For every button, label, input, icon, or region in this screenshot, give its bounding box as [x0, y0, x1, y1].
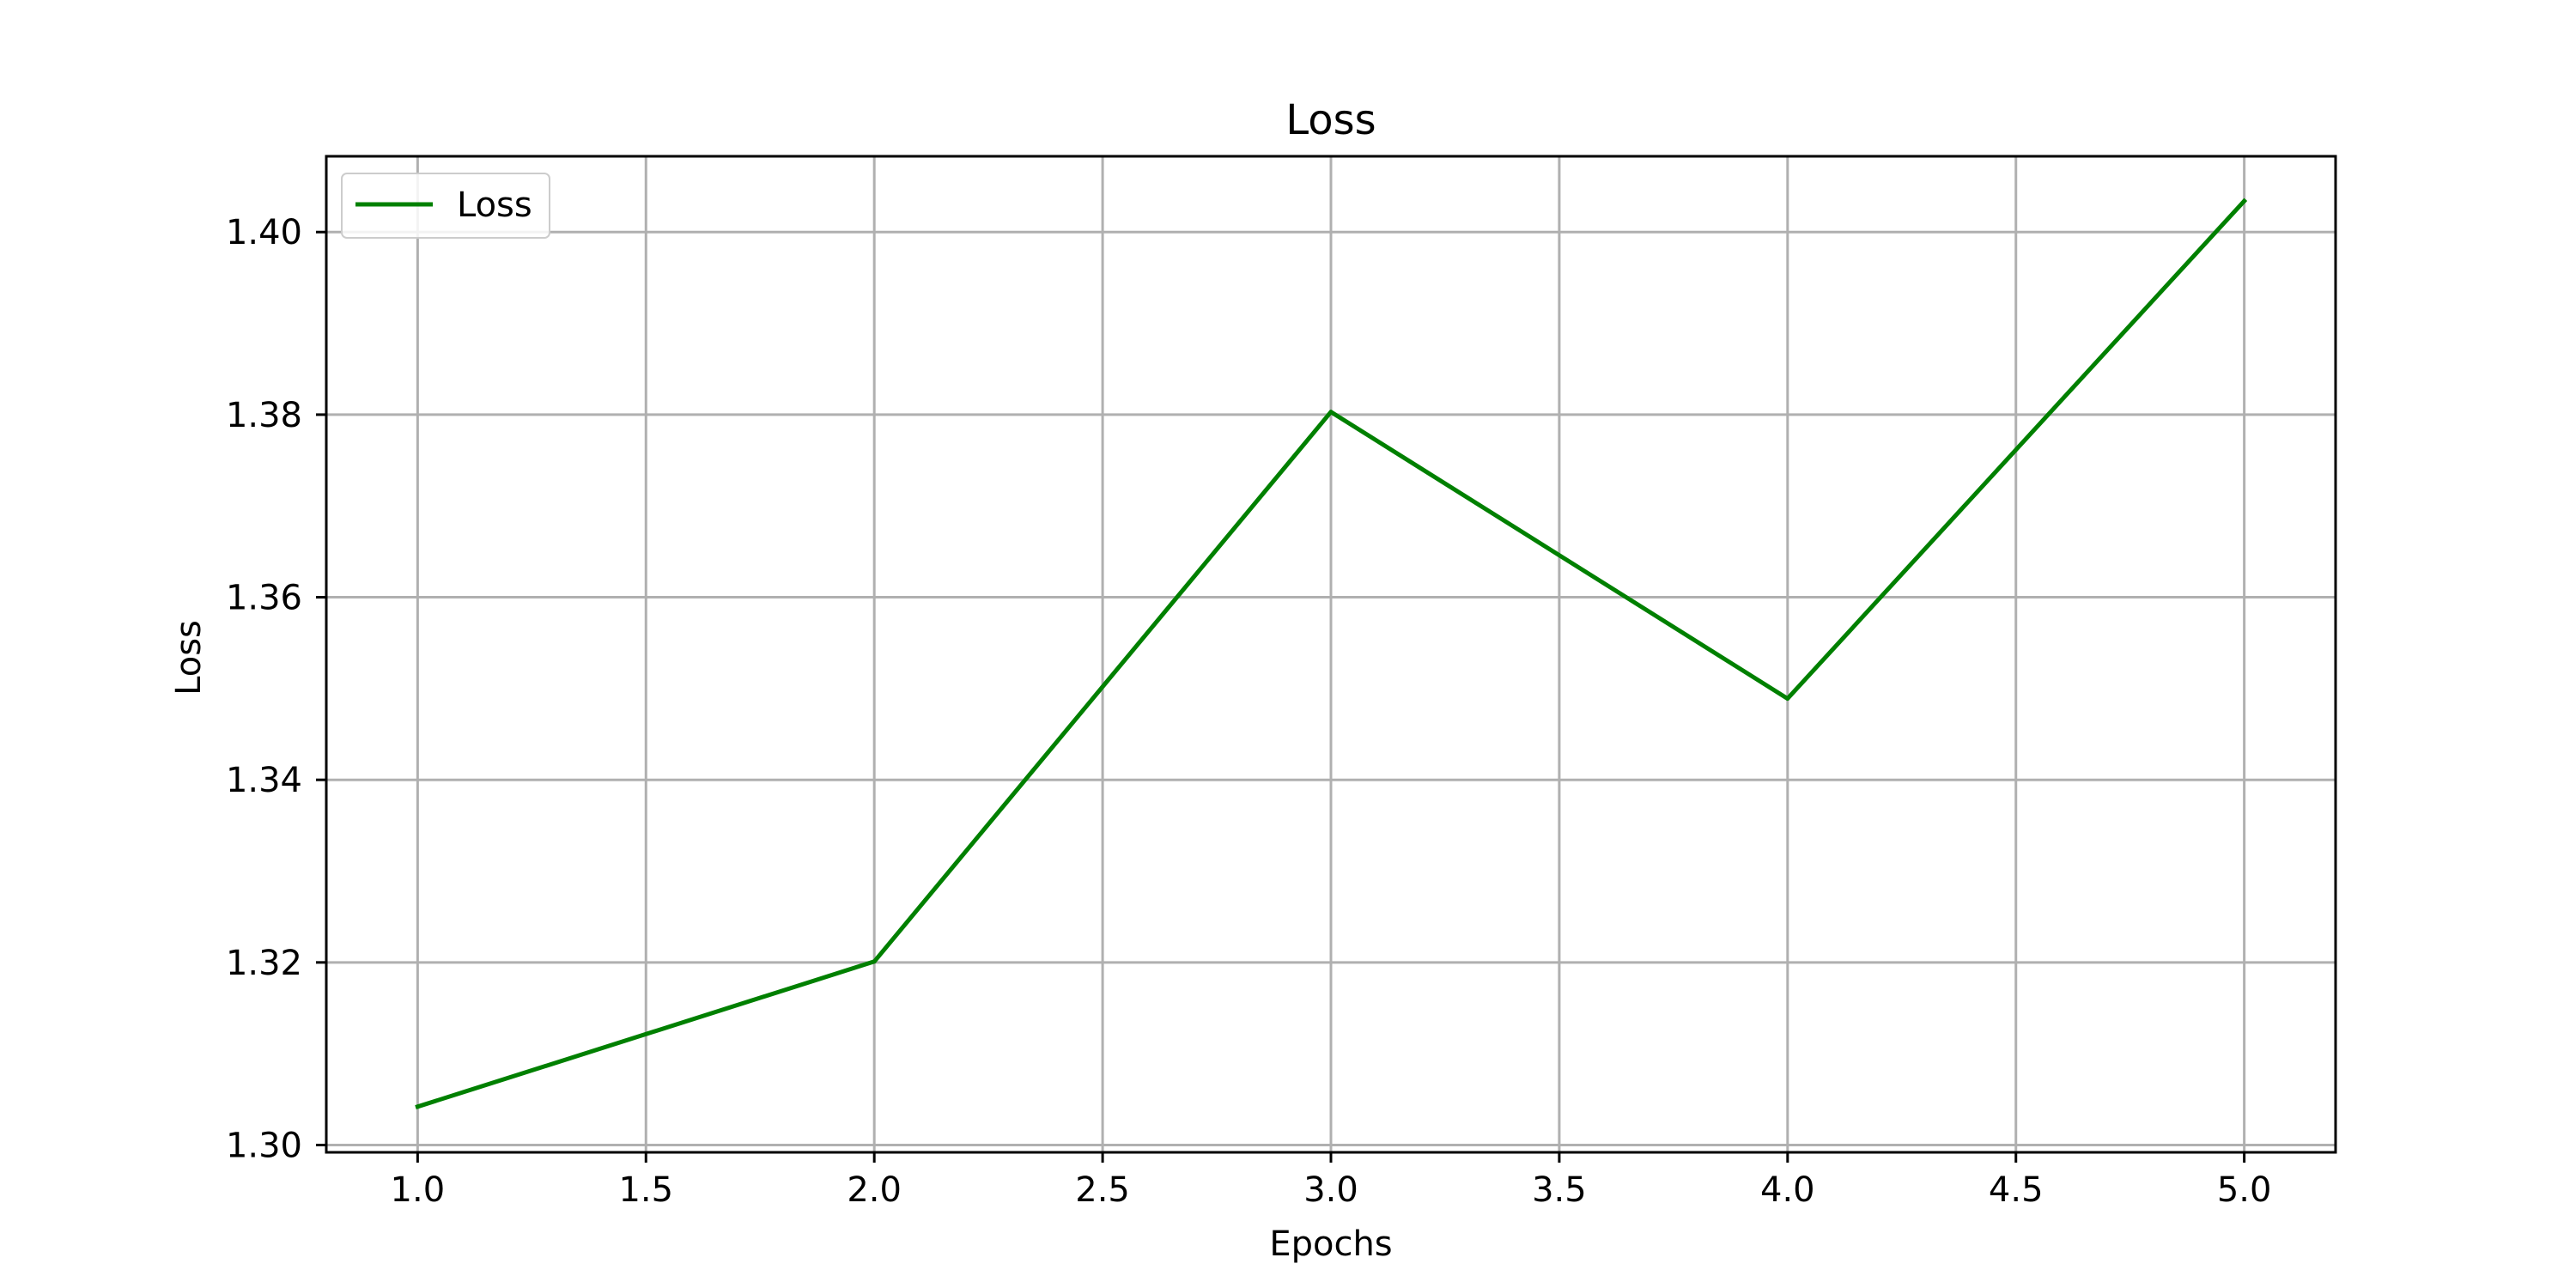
y-tick-label: 1.34	[226, 761, 302, 800]
y-axis-title: Loss	[169, 620, 209, 696]
x-axis-title: Epochs	[1269, 1224, 1392, 1264]
x-tick-label: 3.0	[1303, 1170, 1358, 1210]
series-lines	[415, 197, 2248, 1109]
y-tick-label: 1.38	[226, 396, 302, 435]
x-tick-label: 4.0	[1760, 1170, 1815, 1210]
y-tick-label: 1.36	[226, 579, 302, 618]
data-point	[2242, 198, 2247, 204]
chart-title: Loss	[1285, 96, 1376, 144]
data-point	[415, 1104, 420, 1109]
x-tick-label: 4.5	[1989, 1170, 2044, 1210]
y-tick-label: 1.30	[226, 1126, 302, 1165]
x-tick-label: 2.5	[1075, 1170, 1130, 1210]
x-tick-label: 1.0	[391, 1170, 446, 1210]
y-tick-label: 1.40	[226, 213, 302, 252]
data-point	[1328, 410, 1334, 415]
legend-label: Loss	[457, 185, 532, 225]
x-tick-label: 3.5	[1532, 1170, 1587, 1210]
legend: Loss	[341, 173, 550, 239]
x-tick-label: 2.0	[847, 1170, 902, 1210]
legend-box	[341, 173, 550, 239]
x-tick-label: 1.5	[618, 1170, 673, 1210]
axis-ticks: 1.0 1.5 2.0 2.5 3.0 3.5 4.0 4.5 5.0 1.30 1.32 1.34 1…	[226, 213, 2272, 1210]
y-tick-label: 1.32	[226, 944, 302, 983]
data-point	[872, 959, 877, 964]
x-tick-label: 5.0	[2217, 1170, 2272, 1210]
data-point	[1785, 696, 1790, 702]
